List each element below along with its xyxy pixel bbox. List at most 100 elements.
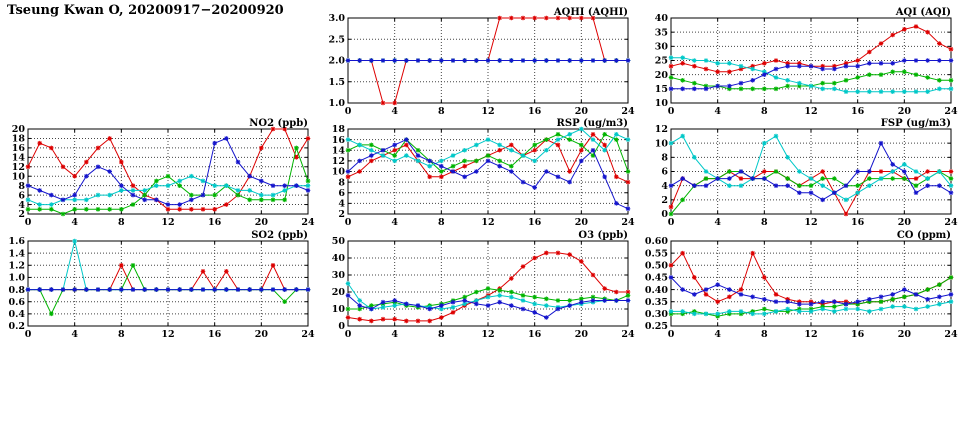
svg-text:18: 18 bbox=[332, 124, 346, 135]
svg-text:8: 8 bbox=[761, 217, 768, 228]
svg-text:4: 4 bbox=[71, 329, 78, 340]
svg-text:16: 16 bbox=[851, 217, 865, 228]
svg-text:12: 12 bbox=[481, 217, 494, 228]
svg-text:4: 4 bbox=[18, 200, 25, 211]
svg-text:0: 0 bbox=[345, 217, 352, 228]
svg-text:20: 20 bbox=[575, 106, 589, 117]
svg-text:0.50: 0.50 bbox=[645, 260, 669, 271]
chart-fsp: 0 4 8 12 16 20 24 0 2 4 6 8 10 12 FSP (ug/m3) bbox=[643, 117, 963, 231]
chart-title-fsp: FSP (ug/m3) bbox=[881, 118, 951, 129]
svg-text:0.45: 0.45 bbox=[645, 273, 668, 284]
page-title: Tseung Kwan O, 20200917−20200920 bbox=[7, 3, 284, 18]
svg-text:8: 8 bbox=[661, 153, 668, 164]
series-blue-markers bbox=[345, 293, 631, 320]
chart-aqi: 0 4 8 12 16 20 24 10 15 20 25 30 35 40 AQI (AQI) bbox=[643, 6, 963, 120]
svg-text:8: 8 bbox=[118, 217, 125, 228]
svg-text:4: 4 bbox=[391, 329, 398, 340]
svg-text:16: 16 bbox=[332, 135, 346, 146]
chart-co: 0 4 8 12 16 20 24 0.25 0.30 0.35 0.40 0.45 0.50 0.55 0… bbox=[643, 229, 963, 343]
svg-text:0.6: 0.6 bbox=[8, 297, 25, 308]
svg-text:18: 18 bbox=[12, 134, 26, 145]
svg-text:0: 0 bbox=[25, 329, 32, 340]
svg-text:12: 12 bbox=[161, 329, 174, 340]
svg-text:12: 12 bbox=[804, 106, 817, 117]
svg-text:8: 8 bbox=[438, 329, 445, 340]
svg-text:3.0: 3.0 bbox=[328, 13, 345, 24]
chart-title-rsp: RSP (ug/m3) bbox=[557, 118, 628, 129]
svg-text:16: 16 bbox=[528, 329, 542, 340]
svg-text:12: 12 bbox=[161, 217, 174, 228]
series-cyan-markers bbox=[345, 126, 631, 169]
svg-text:0: 0 bbox=[25, 217, 32, 228]
svg-text:0: 0 bbox=[668, 106, 675, 117]
svg-text:20: 20 bbox=[255, 217, 269, 228]
svg-text:6: 6 bbox=[18, 190, 25, 201]
chart-title-o3: O3 (ppb) bbox=[578, 230, 628, 241]
svg-text:8: 8 bbox=[18, 181, 25, 192]
svg-text:8: 8 bbox=[761, 329, 768, 340]
svg-text:0.55: 0.55 bbox=[645, 248, 668, 259]
chart-rsp: 0 4 8 12 16 20 24 2 4 6 8 10 12 14 16 18 RSP (ug/m3) bbox=[320, 117, 640, 231]
svg-text:20: 20 bbox=[255, 329, 269, 340]
svg-text:1.0: 1.0 bbox=[8, 273, 25, 284]
svg-text:12: 12 bbox=[804, 217, 817, 228]
chart-title-co: CO (ppm) bbox=[897, 230, 951, 241]
svg-text:6: 6 bbox=[338, 188, 345, 199]
svg-text:0.60: 0.60 bbox=[645, 236, 669, 247]
svg-text:24: 24 bbox=[621, 329, 635, 340]
plot-aqhi: 0 4 8 12 16 20 24 1.0 1.5 2.0 2.5 3.0 AQHI (AQHI) bbox=[328, 7, 635, 117]
series-blue-markers bbox=[25, 136, 311, 207]
svg-text:30: 30 bbox=[655, 42, 669, 53]
svg-text:12: 12 bbox=[804, 329, 817, 340]
svg-text:35: 35 bbox=[655, 27, 668, 38]
svg-text:8: 8 bbox=[438, 217, 445, 228]
series-blue-markers bbox=[345, 58, 631, 63]
svg-text:2: 2 bbox=[661, 195, 668, 206]
svg-text:16: 16 bbox=[851, 106, 865, 117]
svg-text:6: 6 bbox=[661, 167, 668, 178]
svg-text:14: 14 bbox=[332, 145, 346, 156]
svg-text:0.4: 0.4 bbox=[8, 309, 25, 320]
series-green-markers bbox=[668, 69, 954, 92]
svg-text:0.25: 0.25 bbox=[645, 321, 668, 332]
plot-aqi: 0 4 8 12 16 20 24 10 15 20 25 30 35 40 AQI (AQI) bbox=[655, 7, 958, 117]
series-blue-markers bbox=[668, 275, 954, 307]
svg-text:8: 8 bbox=[118, 329, 125, 340]
svg-text:8: 8 bbox=[438, 106, 445, 117]
svg-text:24: 24 bbox=[621, 106, 635, 117]
series-blue-markers bbox=[668, 58, 954, 92]
plot-co: 0 4 8 12 16 20 24 0.250.300.350.400.45 0.500.550… bbox=[645, 230, 958, 340]
svg-text:10: 10 bbox=[12, 171, 26, 182]
svg-text:0.35: 0.35 bbox=[645, 297, 668, 308]
svg-text:12: 12 bbox=[655, 124, 668, 135]
chart-aqhi: 0 4 8 12 16 20 24 1.0 1.5 2.0 2.5 3.0 AQHI (AQHI) bbox=[320, 6, 640, 120]
svg-text:4: 4 bbox=[71, 217, 78, 228]
svg-text:16: 16 bbox=[208, 217, 222, 228]
series-cyan-markers bbox=[668, 55, 954, 94]
svg-text:40: 40 bbox=[655, 13, 669, 24]
svg-text:20: 20 bbox=[575, 217, 589, 228]
svg-text:0.2: 0.2 bbox=[8, 321, 25, 332]
svg-text:24: 24 bbox=[301, 329, 315, 340]
svg-text:20: 20 bbox=[898, 106, 912, 117]
series-green-markers bbox=[25, 145, 311, 217]
svg-text:24: 24 bbox=[301, 217, 315, 228]
svg-text:20: 20 bbox=[898, 329, 912, 340]
svg-text:0.8: 0.8 bbox=[8, 285, 25, 296]
svg-text:2.0: 2.0 bbox=[328, 56, 345, 67]
chart-title-aqhi: AQHI (AQHI) bbox=[553, 7, 628, 18]
svg-text:40: 40 bbox=[332, 253, 346, 264]
svg-text:16: 16 bbox=[528, 106, 542, 117]
svg-text:2: 2 bbox=[338, 209, 345, 220]
svg-text:4: 4 bbox=[714, 329, 721, 340]
svg-text:10: 10 bbox=[655, 98, 669, 109]
svg-text:0: 0 bbox=[345, 329, 352, 340]
series-cyan-markers bbox=[668, 133, 954, 203]
svg-text:20: 20 bbox=[898, 217, 912, 228]
svg-text:0.40: 0.40 bbox=[645, 285, 669, 296]
svg-text:0: 0 bbox=[345, 106, 352, 117]
svg-text:14: 14 bbox=[12, 153, 26, 164]
